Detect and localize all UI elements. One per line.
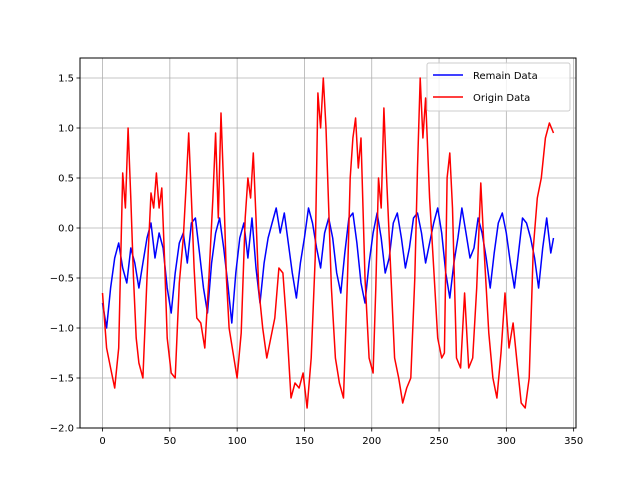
x-tick-label: 200 [362, 436, 381, 447]
y-tick-label: −1.5 [50, 374, 74, 385]
x-tick-label: 250 [429, 436, 448, 447]
y-tick-label: 1.0 [58, 124, 74, 135]
x-axis: 0 50 100 150 200 250 300 350 [99, 428, 583, 447]
y-tick-label: −2.0 [50, 424, 74, 435]
x-tick-label: 300 [497, 436, 516, 447]
x-tick-label: 0 [99, 436, 105, 447]
x-tick-label: 50 [163, 436, 176, 447]
y-tick-label: 1.5 [58, 74, 74, 85]
y-axis: −2.0 −1.5 −1.0 −0.5 0.0 0.5 1.0 1.5 [50, 74, 80, 435]
y-tick-label: 0.0 [58, 224, 74, 235]
legend-label-remain-data: Remain Data [473, 71, 538, 82]
y-tick-label: −1.0 [50, 324, 74, 335]
x-tick-label: 150 [295, 436, 314, 447]
legend: Remain Data Origin Data [426, 62, 571, 112]
plot-frame [79, 57, 577, 429]
x-tick-label: 100 [228, 436, 247, 447]
y-tick-label: 0.5 [58, 174, 74, 185]
legend-label-origin-data: Origin Data [473, 93, 530, 104]
x-tick-label: 350 [564, 436, 583, 447]
series-group [101, 77, 555, 409]
y-tick-label: −0.5 [50, 274, 74, 285]
series-line-origin-data [101, 77, 555, 409]
